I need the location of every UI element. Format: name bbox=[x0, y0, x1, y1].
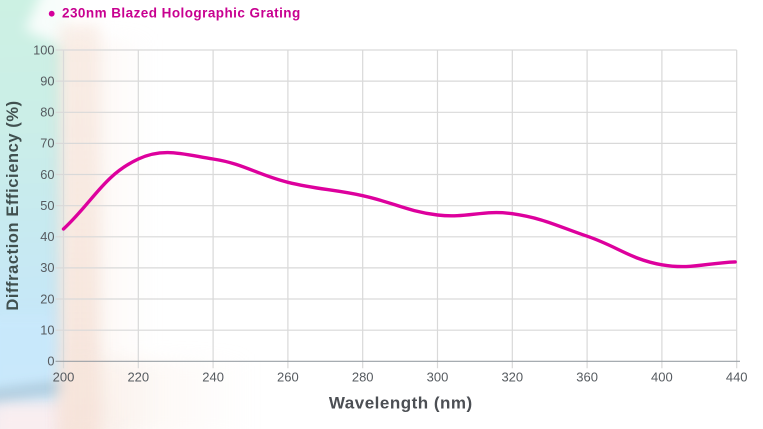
svg-text:90: 90 bbox=[40, 73, 54, 88]
svg-text:240: 240 bbox=[202, 369, 224, 384]
svg-text:300: 300 bbox=[427, 369, 449, 384]
svg-text:220: 220 bbox=[127, 369, 149, 384]
svg-text:360: 360 bbox=[576, 369, 598, 384]
svg-text:20: 20 bbox=[40, 291, 54, 306]
svg-text:30: 30 bbox=[40, 260, 54, 275]
svg-text:400: 400 bbox=[651, 369, 673, 384]
svg-text:10: 10 bbox=[40, 323, 54, 338]
svg-text:70: 70 bbox=[40, 136, 54, 151]
svg-text:280: 280 bbox=[352, 369, 374, 384]
svg-text:200: 200 bbox=[53, 369, 75, 384]
svg-text:320: 320 bbox=[501, 369, 523, 384]
svg-text:230nm Blazed Holographic Grati: 230nm Blazed Holographic Grating bbox=[62, 6, 301, 21]
svg-text:440: 440 bbox=[726, 369, 748, 384]
svg-text:Wavelength (nm): Wavelength (nm) bbox=[329, 394, 473, 413]
svg-text:40: 40 bbox=[40, 229, 54, 244]
svg-text:50: 50 bbox=[40, 198, 54, 213]
svg-text:0: 0 bbox=[47, 354, 54, 369]
svg-text:100: 100 bbox=[33, 42, 54, 57]
svg-text:80: 80 bbox=[40, 105, 54, 120]
svg-text:60: 60 bbox=[40, 167, 54, 182]
svg-text:Diffraction Efficiency (%): Diffraction Efficiency (%) bbox=[4, 100, 22, 310]
svg-text:260: 260 bbox=[277, 369, 299, 384]
